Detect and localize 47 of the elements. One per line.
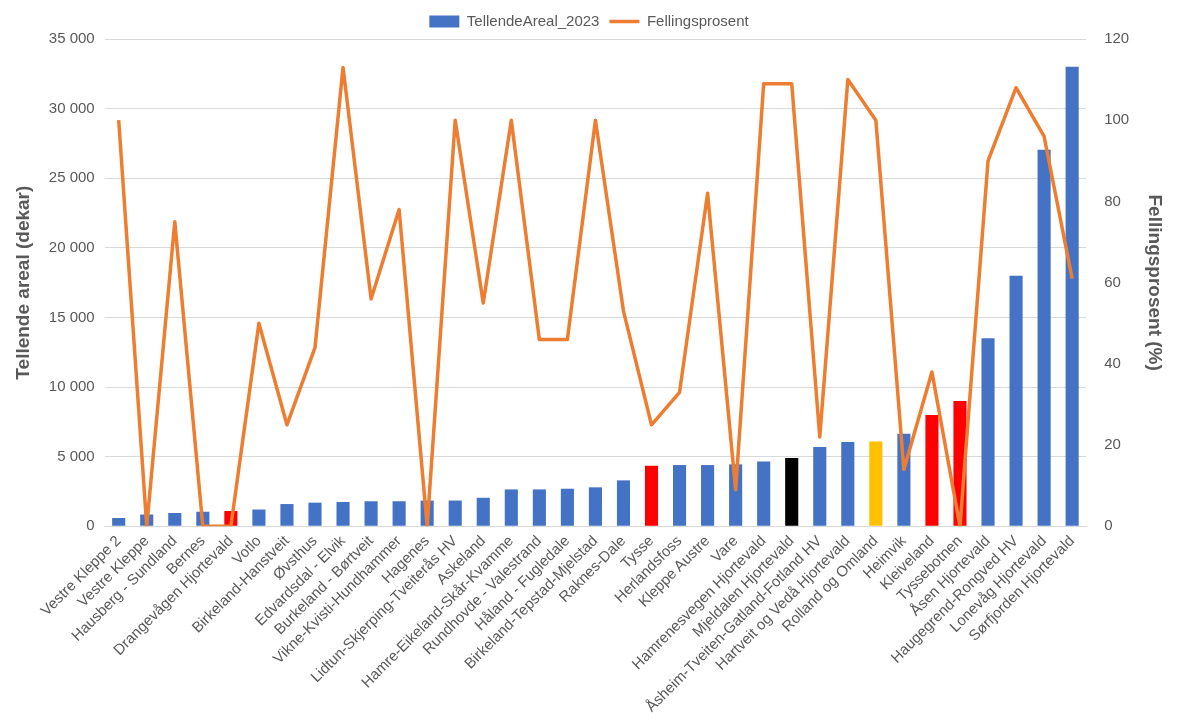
bar <box>336 501 350 526</box>
y-tick-label: 25 000 <box>48 168 95 186</box>
bar <box>673 465 687 526</box>
bar <box>392 501 406 526</box>
bar <box>701 465 715 526</box>
bar <box>364 501 378 526</box>
bar <box>308 502 322 526</box>
y-tick-label: 10 000 <box>48 377 95 395</box>
bar <box>504 489 518 526</box>
bar <box>532 489 546 526</box>
y-axis-title: Tellende areal (dekar) <box>11 185 33 380</box>
y2-tick-label: 120 <box>1104 29 1130 47</box>
bar <box>560 488 574 526</box>
bar <box>644 465 659 526</box>
bar <box>869 441 883 526</box>
legend-label: TellendeAreal_2023 <box>466 11 600 29</box>
bar <box>981 338 995 526</box>
bar <box>813 446 827 526</box>
bar <box>1065 66 1079 526</box>
y-tick-label: 15 000 <box>48 307 95 325</box>
y-tick-label: 35 000 <box>48 29 95 47</box>
y-tick-label: 20 000 <box>48 237 95 255</box>
y2-tick-label: 20 <box>1104 435 1121 453</box>
bar <box>252 509 266 526</box>
bar <box>448 500 462 526</box>
bar <box>925 414 939 526</box>
legend-label: Fellingsprosent <box>646 11 750 29</box>
y2-tick-label: 100 <box>1104 110 1130 128</box>
y-tick-label: 30 000 <box>48 98 95 116</box>
y2-axis-title: Fellingsprosent (%) <box>1145 194 1167 371</box>
y2-tick-label: 60 <box>1104 272 1121 290</box>
bar <box>785 458 799 526</box>
bar <box>616 480 631 526</box>
bar <box>112 517 126 526</box>
bar <box>757 461 771 526</box>
bar <box>1037 149 1051 526</box>
y-tick-label: 5 000 <box>57 446 95 464</box>
bar <box>841 442 855 526</box>
bar <box>476 497 490 526</box>
bar <box>1009 275 1023 526</box>
y2-tick-label: 0 <box>1104 516 1113 534</box>
bar <box>280 504 294 526</box>
y2-tick-label: 80 <box>1104 191 1121 209</box>
bar <box>588 487 602 526</box>
y2-tick-label: 40 <box>1104 354 1121 372</box>
y-tick-label: 0 <box>86 516 95 534</box>
bar <box>168 513 182 526</box>
